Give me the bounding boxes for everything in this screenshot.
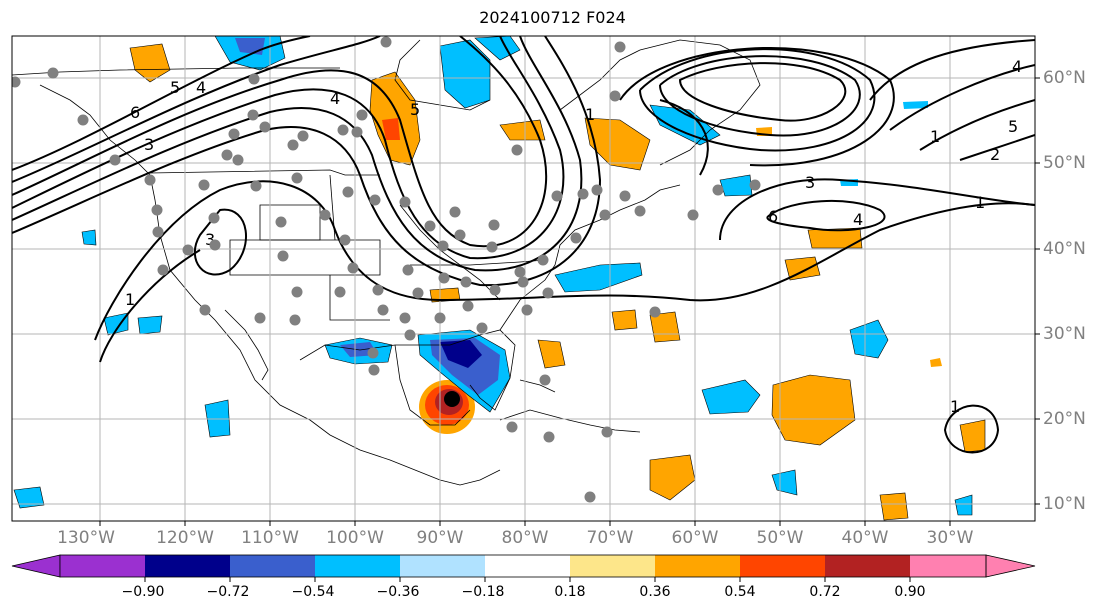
colorbar-segment bbox=[60, 555, 145, 577]
contour-label: 3 bbox=[144, 135, 154, 154]
height-contours bbox=[12, 36, 1035, 454]
contour-label: 3 bbox=[805, 173, 815, 192]
longitude-label: 80°W bbox=[501, 528, 549, 548]
latitude-label: 50°N bbox=[1043, 153, 1086, 173]
contour-label: 6 bbox=[768, 207, 778, 226]
colorbar-tick-label: −0.72 bbox=[206, 584, 250, 600]
contour-label: 5 bbox=[170, 78, 180, 97]
colorbar-tick-label: 0.54 bbox=[724, 584, 756, 600]
map-frame bbox=[11, 35, 1036, 522]
colorbar-segment bbox=[570, 555, 655, 577]
longitude-label: 30°W bbox=[926, 528, 974, 548]
colorbar-segment bbox=[400, 555, 485, 577]
gridlines bbox=[12, 36, 1035, 521]
colorbar-tick-label: −0.90 bbox=[121, 584, 165, 600]
latitude-label: 20°N bbox=[1043, 409, 1086, 429]
colorbar-segment bbox=[315, 555, 400, 577]
contour-label: 1 bbox=[125, 290, 135, 309]
contour-label: 3 bbox=[205, 230, 215, 249]
colorbar-tick-label: 0.90 bbox=[894, 584, 926, 600]
colorbar-segment bbox=[910, 555, 986, 577]
axis-ticks bbox=[99, 77, 1040, 526]
shaded-anomalies bbox=[13, 36, 986, 521]
longitude-label: 130°W bbox=[57, 528, 115, 548]
contour-label: 1 bbox=[975, 193, 985, 212]
map-title: 2024100712 F024 bbox=[479, 8, 626, 27]
contour-label: 4 bbox=[853, 210, 863, 229]
colorbar-segment bbox=[485, 555, 570, 577]
contour-label: 1 bbox=[585, 105, 595, 124]
latitude-label: 60°N bbox=[1043, 68, 1086, 88]
longitude-label: 100°W bbox=[326, 528, 384, 548]
longitude-label: 50°W bbox=[756, 528, 804, 548]
longitude-label: 120°W bbox=[156, 528, 214, 548]
contour-label: 5 bbox=[1008, 117, 1018, 136]
colorbar-tick-label: 0.36 bbox=[639, 584, 671, 600]
contour-label: 4 bbox=[1012, 57, 1022, 76]
colorbar-tick-label: 0.18 bbox=[554, 584, 586, 600]
contour-label: 1 bbox=[950, 397, 960, 416]
colorbar-segment bbox=[655, 555, 740, 577]
station-dots bbox=[12, 36, 761, 503]
contour-label: 4 bbox=[196, 78, 206, 97]
longitude-label: 90°W bbox=[416, 528, 464, 548]
latitude-label: 30°N bbox=[1043, 324, 1086, 344]
latitude-label: 40°N bbox=[1043, 239, 1086, 259]
colorbar-segment bbox=[740, 555, 825, 577]
latitude-label: 10°N bbox=[1043, 494, 1086, 514]
longitude-label: 60°W bbox=[671, 528, 719, 548]
colorbar-tick-label: −0.54 bbox=[291, 584, 335, 600]
colorbar-tick-label: −0.36 bbox=[376, 584, 420, 600]
colorbar-segment bbox=[825, 555, 910, 577]
colorbar-segment bbox=[145, 555, 230, 577]
colorbar-tick-label: 0.72 bbox=[809, 584, 841, 600]
contour-label: 5 bbox=[410, 100, 420, 119]
longitude-label: 110°W bbox=[241, 528, 299, 548]
contour-label-group: 4 5 6 3 1 5 4 3 1 3 4 1 1 6 4 5 2 1 bbox=[125, 57, 1022, 416]
colorbar-segment bbox=[230, 555, 315, 577]
colorbar-tick-label: −0.18 bbox=[461, 584, 505, 600]
contour-label: 2 bbox=[990, 145, 1000, 164]
contour-label: 6 bbox=[130, 103, 140, 122]
contour-label: 4 bbox=[330, 89, 340, 108]
longitude-label: 40°W bbox=[841, 528, 889, 548]
colorbar-extend-high bbox=[985, 554, 1036, 578]
colorbar-extend-low bbox=[11, 554, 61, 578]
contour-label: 1 bbox=[930, 127, 940, 146]
longitude-label: 70°W bbox=[586, 528, 634, 548]
